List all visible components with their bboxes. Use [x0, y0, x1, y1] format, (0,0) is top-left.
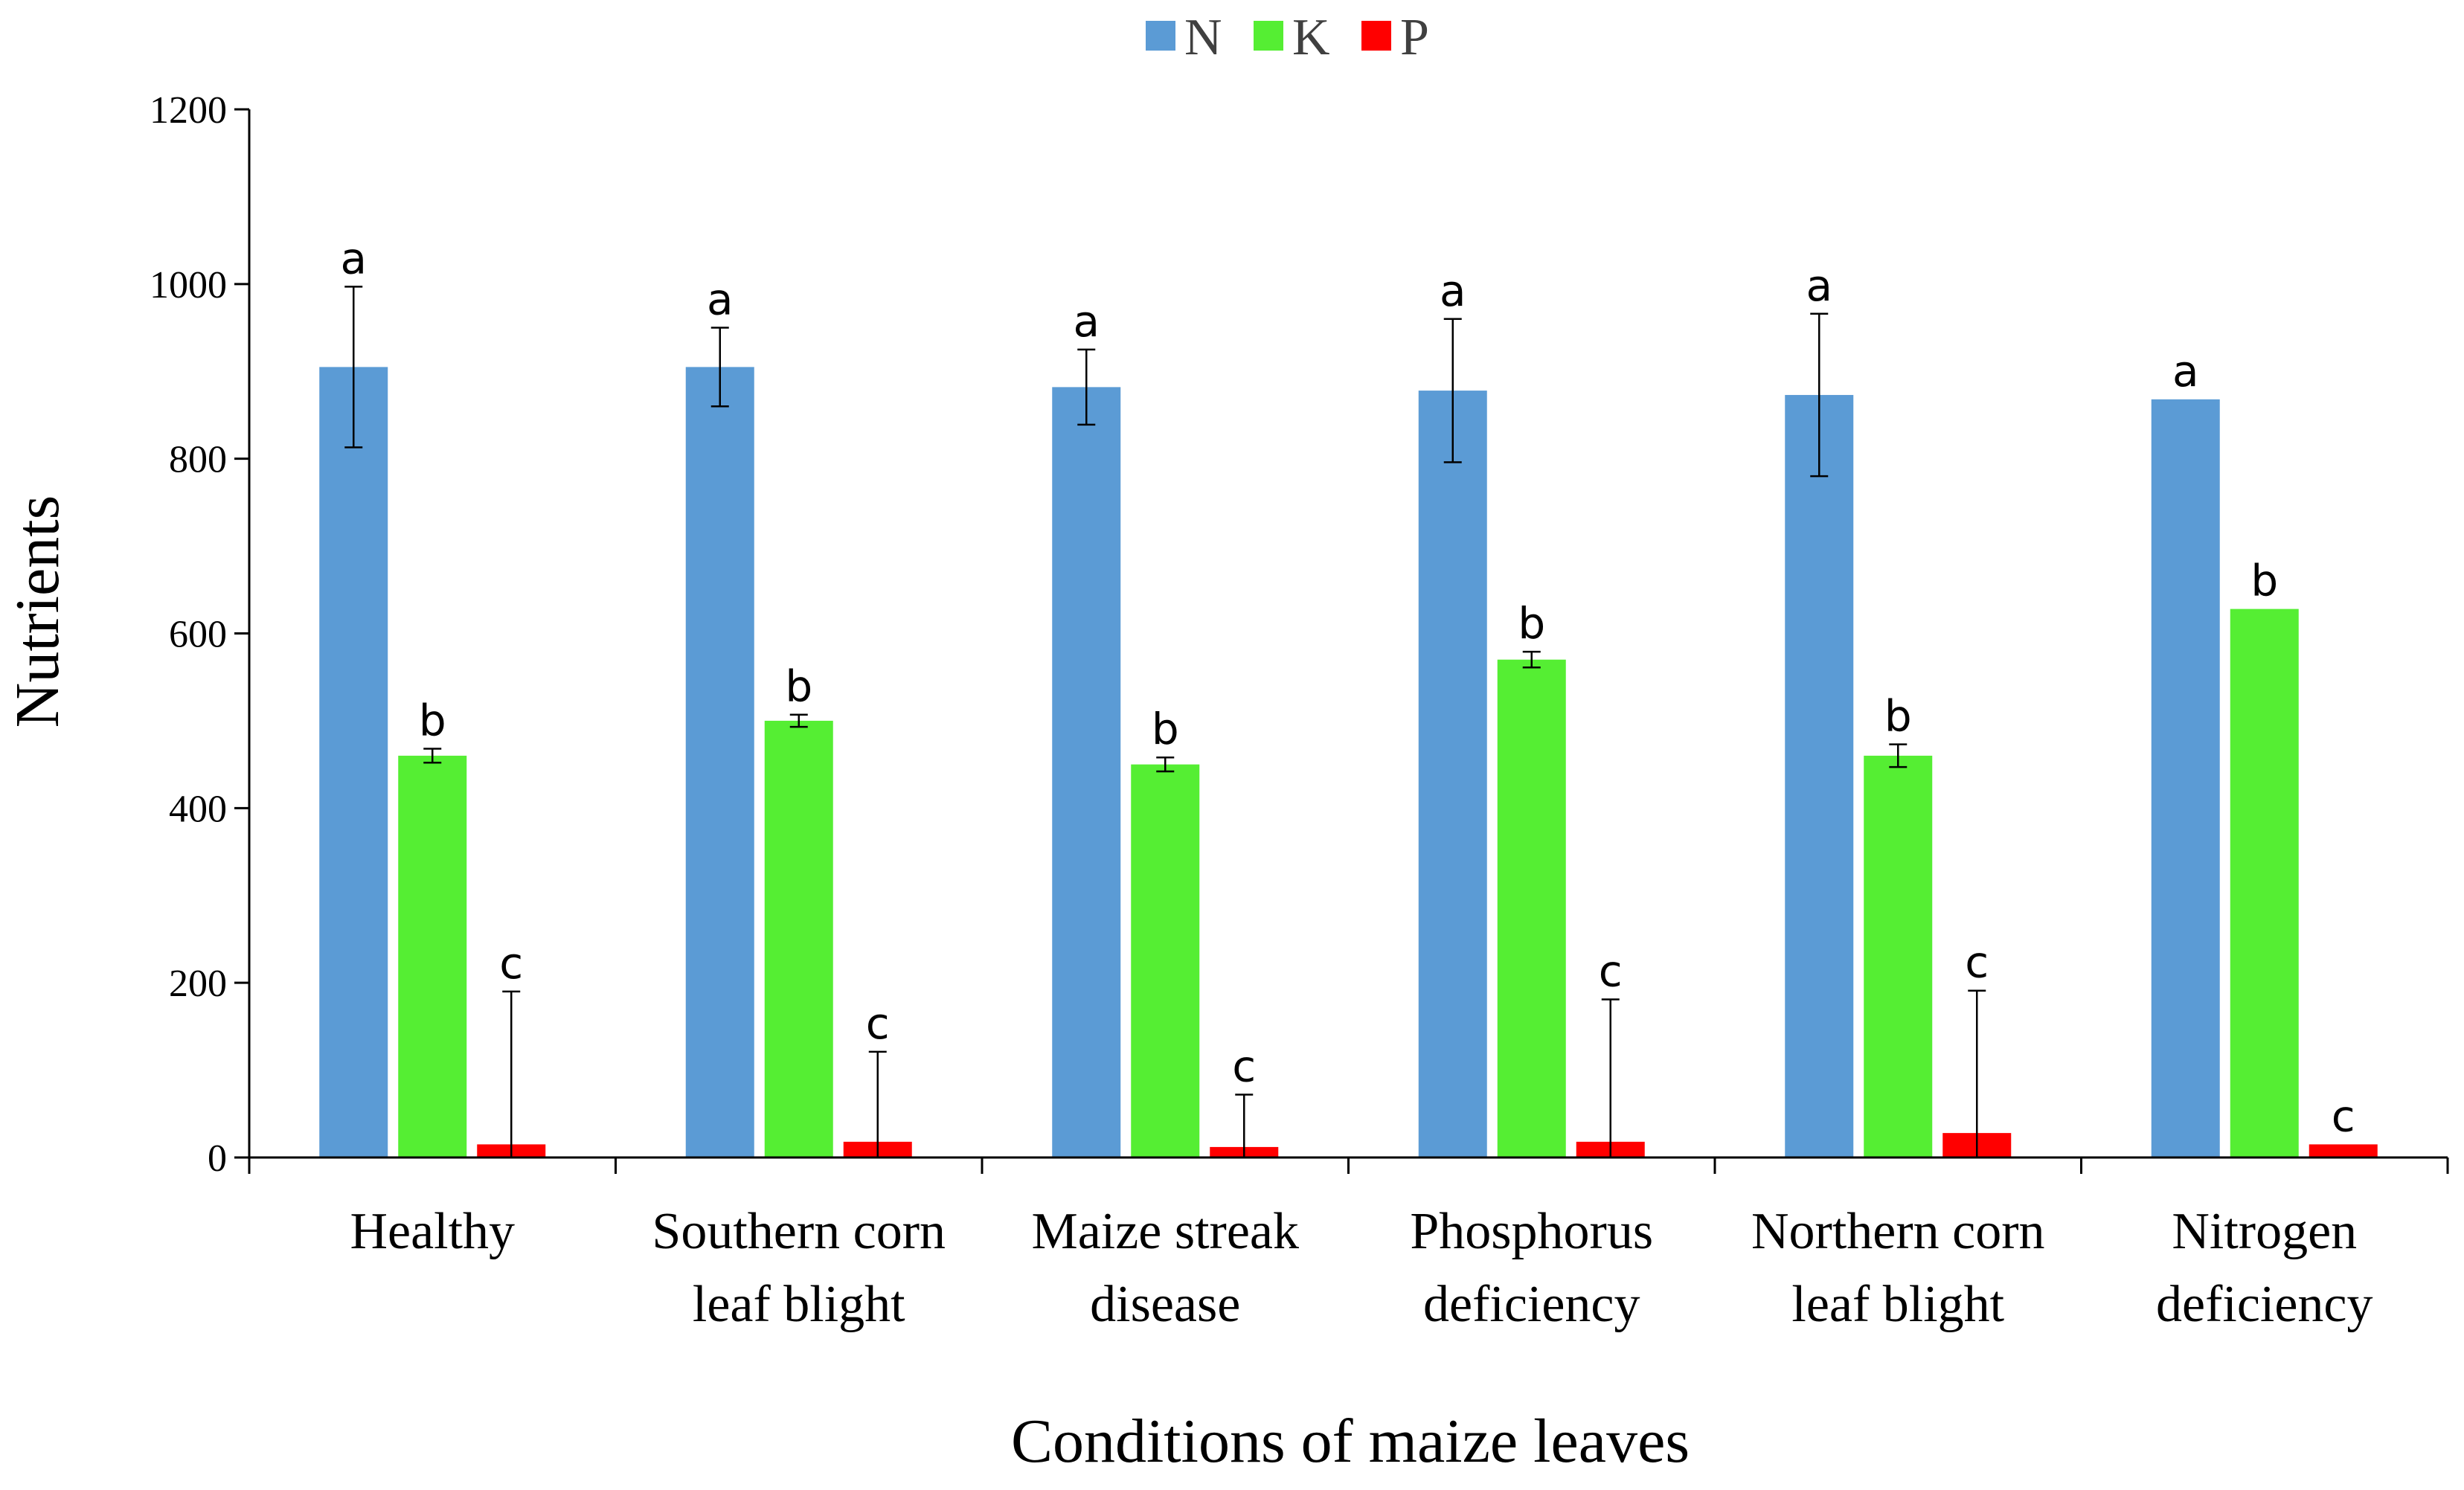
- bar-n: [2151, 399, 2220, 1157]
- significance-label: b: [419, 695, 446, 745]
- y-tick-label: 400: [169, 788, 227, 830]
- bar-k: [1131, 764, 1200, 1157]
- significance-label: c: [866, 998, 890, 1049]
- x-category-label: Phosphorus: [1410, 1203, 1653, 1260]
- x-category-label: deficiency: [1423, 1276, 1640, 1333]
- y-axis-title: Nutrients: [3, 495, 72, 728]
- significance-label: c: [1599, 945, 1623, 996]
- significance-label: b: [785, 661, 812, 712]
- significance-label: a: [1073, 296, 1100, 347]
- bar-k: [1864, 755, 1933, 1157]
- x-category-label: leaf blight: [693, 1276, 905, 1333]
- significance-label: a: [1806, 260, 1832, 311]
- significance-label: c: [499, 938, 523, 989]
- significance-label: b: [1518, 598, 1545, 649]
- x-category-label: leaf blight: [1791, 1276, 2004, 1333]
- axes: 0 200 400 600 800 1000 1200 Healthy Southern cor…: [150, 89, 2449, 1333]
- significance-label: b: [1152, 704, 1179, 754]
- x-category-label: deficiency: [2156, 1276, 2372, 1333]
- y-tick-label: 800: [169, 439, 227, 481]
- y-tick-label: 1200: [150, 89, 227, 132]
- significance-label: c: [1232, 1041, 1256, 1091]
- bar-n: [1418, 391, 1487, 1157]
- significance-label: c: [1965, 937, 1989, 988]
- bar-k: [1497, 659, 1566, 1157]
- bar-k: [398, 755, 467, 1157]
- legend-label-n: N: [1184, 9, 1222, 66]
- bar-n: [685, 367, 754, 1158]
- y-tick-label: 600: [169, 614, 227, 656]
- bar-k: [764, 720, 833, 1157]
- plot-area: a a a a a a b b b b b b c c c c c c: [319, 233, 2378, 1159]
- bar-n: [319, 367, 388, 1158]
- x-category-label: Nitrogen: [2172, 1203, 2357, 1260]
- bar-p: [2309, 1144, 2378, 1157]
- x-axis-title: Conditions of maize leaves: [1011, 1407, 1690, 1476]
- x-category-label: Maize streak: [1031, 1203, 1299, 1260]
- y-tick-label: 0: [208, 1137, 227, 1180]
- x-category-label: Southern corn: [652, 1203, 946, 1260]
- x-category-label: Northern corn: [1751, 1203, 2045, 1260]
- significance-label: a: [707, 274, 734, 325]
- legend-swatch-n: [1146, 21, 1175, 51]
- significance-label: b: [2250, 556, 2278, 606]
- bar-n: [1052, 387, 1121, 1157]
- x-category-label: Healthy: [350, 1203, 515, 1260]
- significance-label: a: [340, 233, 367, 283]
- bar-n: [1785, 394, 1854, 1157]
- legend-swatch-p: [1361, 21, 1391, 51]
- significance-label: c: [2332, 1091, 2355, 1141]
- significance-label: b: [1884, 691, 1912, 742]
- significance-label: a: [2172, 346, 2199, 396]
- significance-label: a: [1440, 266, 1466, 316]
- y-tick-label: 1000: [150, 264, 227, 306]
- x-category-label: disease: [1090, 1276, 1240, 1333]
- legend-label-k: K: [1292, 9, 1330, 66]
- legend-swatch-k: [1254, 21, 1283, 51]
- y-tick-label: 200: [169, 963, 227, 1005]
- legend-label-p: P: [1400, 9, 1429, 66]
- bar-k: [2230, 608, 2299, 1157]
